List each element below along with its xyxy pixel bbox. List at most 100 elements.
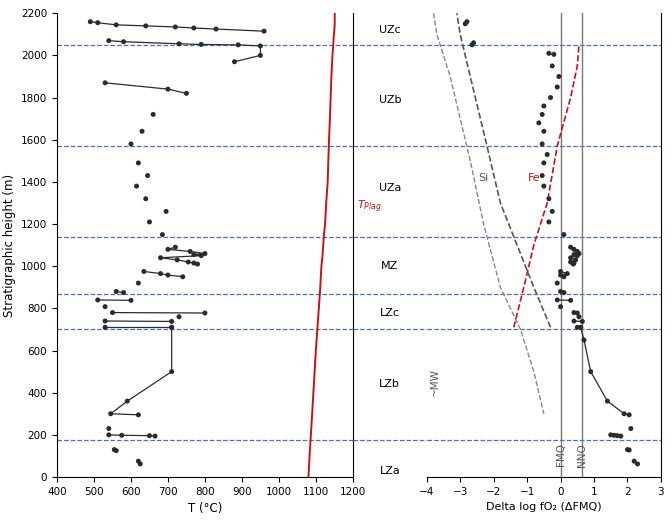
Point [177, 272, 188, 281]
Point [570, 255, 581, 264]
Text: FMQ: FMQ [556, 443, 566, 466]
Point [544, 218, 554, 226]
Point [574, 313, 584, 321]
Text: UZa: UZa [378, 183, 401, 193]
Point [93, 296, 103, 304]
Point [625, 425, 636, 433]
Point [161, 207, 172, 216]
Point [166, 317, 177, 325]
Text: NNO: NNO [577, 443, 587, 467]
Point [548, 50, 559, 59]
Point [103, 430, 114, 439]
Text: Si: Si [478, 173, 488, 183]
Point [166, 367, 177, 376]
Point [103, 425, 114, 433]
Point [554, 72, 564, 81]
Point [111, 21, 121, 29]
Point [565, 253, 576, 262]
Point [565, 296, 576, 305]
Point [166, 323, 177, 332]
Point [162, 85, 173, 93]
Point [142, 171, 153, 180]
Point [552, 279, 562, 287]
Point [111, 446, 121, 455]
Point [537, 140, 548, 148]
Point [105, 410, 116, 418]
Point [555, 267, 566, 276]
Point [189, 24, 199, 32]
Point [85, 17, 96, 26]
Point [170, 243, 180, 251]
Point [133, 457, 144, 465]
Point [615, 432, 626, 440]
Point [568, 259, 579, 267]
Point [144, 431, 155, 440]
Point [174, 313, 185, 321]
Point [537, 171, 548, 180]
Point [555, 303, 566, 311]
Point [133, 411, 144, 419]
Point [568, 308, 579, 317]
Point [118, 288, 129, 297]
Point [100, 303, 111, 311]
Point [574, 249, 584, 258]
Point [572, 247, 582, 255]
Point [555, 271, 566, 279]
Point [138, 267, 149, 276]
Point [233, 41, 244, 49]
Point [575, 323, 586, 332]
Point [624, 411, 635, 419]
Point [572, 251, 582, 260]
Point [229, 57, 240, 66]
Point [629, 457, 639, 465]
Point [162, 271, 173, 279]
Point [131, 182, 142, 190]
Point [192, 260, 203, 268]
X-axis label: T (°C): T (°C) [188, 502, 222, 515]
Point [466, 41, 477, 49]
Point [612, 431, 623, 440]
Point [575, 323, 586, 332]
Point [150, 432, 160, 440]
Point [619, 410, 629, 418]
Point [568, 260, 578, 268]
Point [135, 460, 146, 468]
Point [547, 61, 558, 70]
Point [255, 51, 266, 60]
Point [144, 218, 155, 226]
Text: LZc: LZc [380, 307, 400, 317]
Point [100, 317, 111, 325]
Point [111, 287, 121, 296]
Point [539, 182, 550, 190]
Point [624, 446, 635, 454]
Point [155, 269, 166, 278]
Point [107, 308, 118, 317]
Point [552, 296, 562, 304]
Point [148, 110, 158, 119]
Point [155, 253, 166, 262]
Y-axis label: Stratigraphic height (m): Stratigraphic height (m) [3, 173, 15, 317]
Point [609, 431, 619, 439]
Point [558, 272, 569, 281]
Point [544, 195, 554, 203]
Point [562, 269, 572, 278]
Point [632, 460, 643, 468]
Point [602, 397, 613, 405]
Point [100, 323, 111, 332]
Point [183, 258, 194, 266]
Point [189, 250, 199, 259]
Point [259, 27, 270, 36]
Text: LZa: LZa [379, 466, 400, 476]
Point [539, 127, 550, 136]
Point [211, 25, 221, 33]
Point [103, 37, 114, 45]
Point [93, 19, 103, 27]
Point [539, 158, 550, 167]
Point [577, 317, 588, 325]
Point [109, 445, 119, 454]
Point [199, 309, 210, 317]
Text: $T_{Plag}$: $T_{Plag}$ [356, 199, 382, 215]
Point [468, 39, 479, 47]
Point [552, 83, 562, 91]
Text: Fe: Fe [527, 173, 540, 183]
